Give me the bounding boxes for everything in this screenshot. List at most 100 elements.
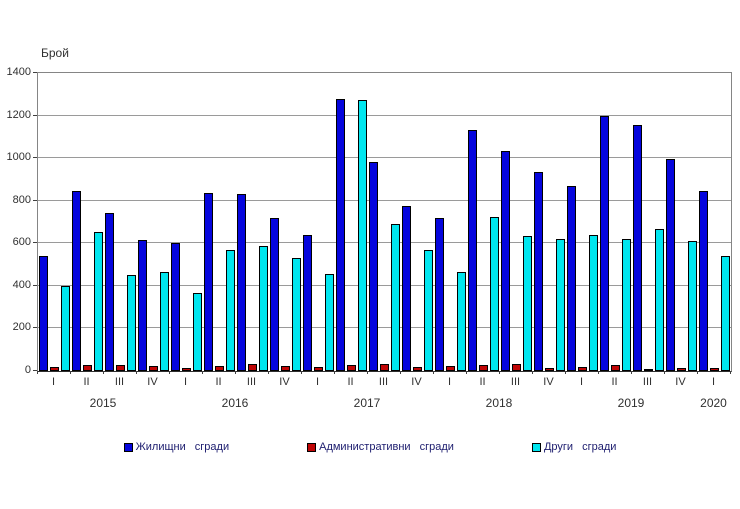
bar-administrative-buildings	[281, 366, 290, 371]
x-tick-mark	[664, 371, 665, 374]
bar-other-buildings	[94, 232, 103, 371]
y-tick-label-1400: 1400	[6, 66, 31, 78]
bar-administrative-buildings	[578, 367, 587, 371]
legend-item-residential-buildings: Жилищни сгради	[123, 441, 229, 453]
x-tick-mark	[235, 371, 236, 374]
x-quarter-label: II	[479, 376, 486, 388]
bar-group-12	[401, 73, 434, 371]
bar-residential-buildings	[303, 235, 312, 371]
bar-other-buildings	[160, 272, 169, 371]
y-tick-mark	[33, 327, 37, 329]
bar-group-19	[632, 73, 665, 371]
y-tick-mark	[33, 157, 37, 159]
x-quarter-label: III	[378, 376, 389, 388]
bar-other-buildings	[688, 241, 697, 371]
bar-residential-buildings	[204, 193, 213, 371]
bar-other-buildings	[325, 274, 334, 371]
bar-residential-buildings	[501, 151, 510, 371]
x-tick-mark	[367, 371, 368, 374]
x-quarter-label: III	[114, 376, 125, 388]
bar-residential-buildings	[369, 162, 378, 371]
y-tick-label-0: 0	[24, 364, 31, 376]
y-tick-label-400: 400	[12, 278, 31, 291]
x-quarter-label: III	[246, 376, 257, 388]
bar-residential-buildings	[105, 213, 114, 371]
bar-group-16	[533, 73, 566, 371]
bar-group-7	[236, 73, 269, 371]
bar-administrative-buildings	[512, 364, 521, 371]
bar-residential-buildings	[534, 172, 543, 371]
y-tick-label-600: 600	[12, 236, 31, 249]
legend-swatch-icon	[307, 442, 317, 452]
x-quarter-label: II	[611, 376, 618, 388]
x-tick-mark	[334, 371, 335, 374]
bar-group-10	[335, 73, 368, 371]
bar-administrative-buildings	[380, 364, 389, 371]
x-tick-mark	[499, 371, 500, 374]
bar-residential-buildings	[666, 159, 675, 371]
bar-administrative-buildings	[347, 365, 356, 371]
x-year-label-2018: 2018	[485, 396, 513, 410]
x-quarter-label: IV	[147, 376, 158, 388]
x-tick-mark	[301, 371, 302, 374]
x-tick-mark	[697, 371, 698, 374]
bar-group-20	[665, 73, 698, 371]
x-tick-mark	[400, 371, 401, 374]
bar-administrative-buildings	[545, 368, 554, 371]
x-year-label-2016: 2016	[221, 396, 249, 410]
y-tick-mark	[33, 199, 37, 201]
bar-administrative-buildings	[611, 365, 620, 371]
bar-group-3	[104, 73, 137, 371]
bar-residential-buildings	[237, 194, 246, 371]
x-tick-mark	[730, 371, 731, 374]
bar-residential-buildings	[633, 125, 642, 371]
bar-other-buildings	[523, 236, 532, 371]
x-tick-mark	[70, 371, 71, 374]
bar-administrative-buildings	[446, 366, 455, 371]
bar-other-buildings	[589, 235, 598, 371]
x-tick-mark	[565, 371, 566, 374]
bar-group-21	[698, 73, 731, 371]
bar-group-14	[467, 73, 500, 371]
bar-other-buildings	[61, 286, 70, 371]
bar-residential-buildings	[336, 99, 345, 371]
gridline-y-1000	[38, 157, 731, 159]
bar-residential-buildings	[435, 218, 444, 371]
bar-other-buildings	[358, 100, 367, 371]
bar-residential-buildings	[138, 240, 147, 371]
gridline-y-600	[38, 242, 731, 244]
bar-other-buildings	[193, 293, 202, 371]
x-year-label-2017: 2017	[353, 396, 381, 410]
legend-item-administrative-buildings: Административни сгради	[307, 441, 454, 453]
x-tick-mark	[169, 371, 170, 374]
bar-other-buildings	[391, 224, 400, 371]
gridline-y-200	[38, 327, 731, 329]
bar-residential-buildings	[567, 186, 576, 371]
y-axis-title: Брой	[41, 46, 69, 60]
y-tick-mark	[33, 72, 37, 73]
x-quarter-label: III	[510, 376, 521, 388]
bar-administrative-buildings	[116, 365, 125, 371]
bar-residential-buildings	[600, 116, 609, 371]
bar-group-11	[368, 73, 401, 371]
bar-administrative-buildings	[314, 367, 323, 371]
x-tick-mark	[598, 371, 599, 374]
x-quarter-label: II	[83, 376, 90, 388]
bar-group-13	[434, 73, 467, 371]
x-quarter-label: I	[579, 376, 584, 388]
bar-group-15	[500, 73, 533, 371]
bar-administrative-buildings	[644, 369, 653, 371]
x-tick-mark	[136, 371, 137, 374]
x-quarter-label: IV	[279, 376, 290, 388]
bar-administrative-buildings	[215, 366, 224, 371]
bar-administrative-buildings	[479, 365, 488, 371]
bar-group-1	[38, 73, 71, 371]
x-tick-mark	[37, 371, 38, 374]
x-year-label-2019: 2019	[617, 396, 645, 410]
y-tick-mark	[33, 242, 37, 244]
bar-other-buildings	[259, 246, 268, 371]
bar-group-5	[170, 73, 203, 371]
x-quarter-label: IV	[675, 376, 686, 388]
bar-residential-buildings	[270, 218, 279, 371]
y-tick-mark	[33, 370, 37, 371]
